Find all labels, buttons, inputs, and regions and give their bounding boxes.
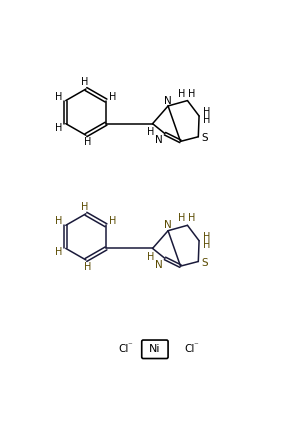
Text: H: H xyxy=(203,232,211,242)
Text: H: H xyxy=(147,252,155,262)
Text: ⁻: ⁻ xyxy=(127,342,132,351)
Text: N: N xyxy=(164,96,172,106)
Text: N: N xyxy=(155,260,163,269)
Text: H: H xyxy=(55,247,62,257)
Text: H: H xyxy=(82,77,89,87)
Text: H: H xyxy=(203,107,211,117)
Text: H: H xyxy=(55,123,62,133)
Text: N: N xyxy=(155,135,163,145)
Text: H: H xyxy=(188,89,195,99)
FancyBboxPatch shape xyxy=(142,340,168,359)
Text: Cl: Cl xyxy=(185,344,195,354)
Text: H: H xyxy=(55,92,62,102)
Text: H: H xyxy=(178,89,185,99)
Text: Ni: Ni xyxy=(149,344,161,354)
Text: S: S xyxy=(201,133,208,143)
Text: H: H xyxy=(188,213,195,224)
Text: H: H xyxy=(203,240,211,250)
Text: N: N xyxy=(164,220,172,230)
Text: H: H xyxy=(109,216,117,226)
Text: H: H xyxy=(109,92,117,102)
Text: H: H xyxy=(82,202,89,212)
Text: S: S xyxy=(201,258,208,268)
Text: H: H xyxy=(203,115,211,125)
Text: H: H xyxy=(84,137,91,147)
Text: H: H xyxy=(55,216,62,226)
Text: H: H xyxy=(178,213,185,224)
Text: Cl: Cl xyxy=(118,344,128,354)
Text: H: H xyxy=(84,262,91,272)
Text: ⁻: ⁻ xyxy=(194,342,198,351)
Text: H: H xyxy=(147,127,155,137)
